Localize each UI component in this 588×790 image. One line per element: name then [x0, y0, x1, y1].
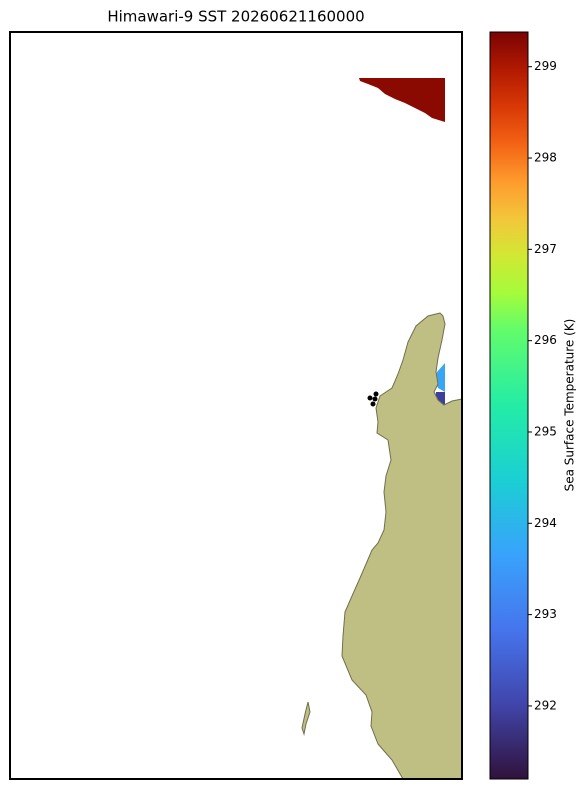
colorbar-tick-label: 293: [534, 607, 557, 621]
colorbar-tick-label: 292: [534, 698, 557, 712]
colorbar-tick-label: 299: [534, 59, 557, 73]
point-marker: [370, 401, 376, 407]
colorbar-label: Sea Surface Temperature (K): [563, 319, 577, 492]
map-frame: [9, 31, 463, 780]
colorbar-tick-label: 294: [534, 516, 557, 530]
map-title: Himawari-9 SST 20260621160000: [107, 8, 364, 26]
colorbar: [489, 31, 529, 780]
island: [301, 701, 311, 736]
point-marker: [367, 395, 373, 401]
point-marker: [372, 396, 378, 402]
map-area: [10, 32, 462, 779]
sst-warm-patch: [359, 78, 445, 122]
colorbar-tick-label: 296: [534, 333, 557, 347]
point-marker: [373, 391, 379, 397]
colorbar-tick-label: 295: [534, 424, 557, 438]
colorbar-tick-label: 297: [534, 242, 557, 256]
colorbar-tick-label: 298: [534, 151, 557, 165]
land: [341, 312, 462, 779]
